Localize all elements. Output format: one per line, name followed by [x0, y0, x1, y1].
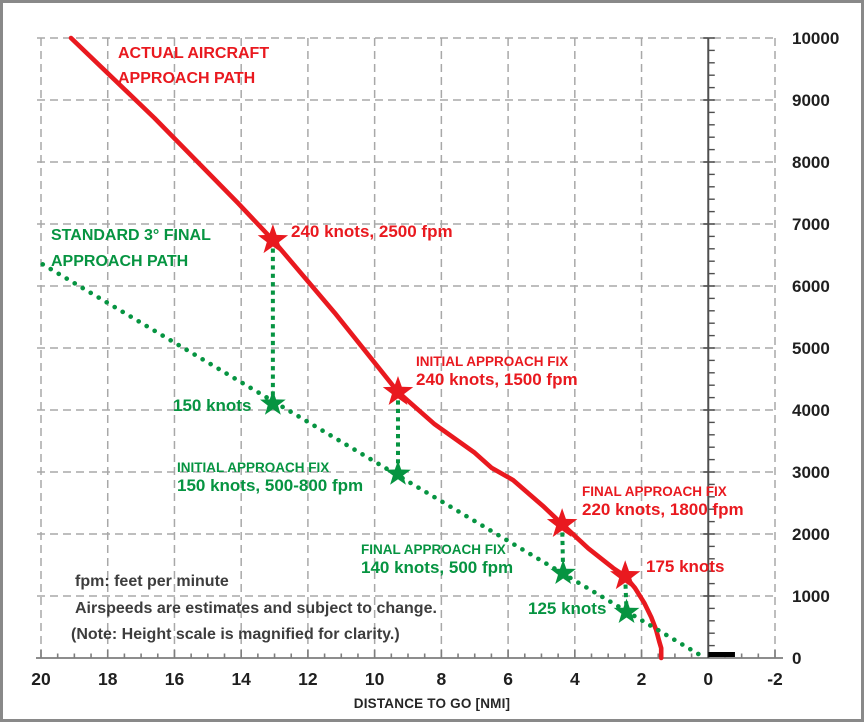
- standard-path-label: STANDARD 3° FINAL APPROACH PATH: [51, 223, 211, 275]
- ann-240-2500-text: 240 knots, 2500 fpm: [291, 222, 453, 241]
- ann-faf-red-text: 220 knots, 1800 fpm: [582, 500, 744, 519]
- green-star-marker: [385, 460, 411, 485]
- red-star-marker: [382, 376, 414, 405]
- x-tick-label: 12: [298, 669, 318, 689]
- ann-175-knots-text: 175 knots: [646, 557, 725, 576]
- ann-iaf-red-text: 240 knots, 1500 fpm: [416, 370, 578, 389]
- y-tick-label: 7000: [792, 215, 830, 234]
- x-tick-label: 4: [570, 669, 580, 689]
- standard-approach-path-line: [40, 261, 703, 658]
- actual-path-label: ACTUAL AIRCRAFT APPROACH PATH: [118, 41, 269, 91]
- x-tick-label: 6: [503, 669, 513, 689]
- standard-path-label-text: APPROACH PATH: [51, 253, 189, 270]
- note-fpm: fpm: feet per minute: [75, 572, 229, 592]
- ann-iaf-green-text: INITIAL APPROACH FIX: [177, 460, 330, 475]
- x-tick-label: 20: [31, 669, 51, 689]
- standard-path-label-text: STANDARD 3° FINAL: [51, 227, 211, 244]
- note-airspeeds-text: Airspeeds are estimates and subject to c…: [75, 600, 437, 617]
- chart-canvas: 20 18 16 14 12 10 8 6 4 2 0 -2100009000800070006000…: [31, 29, 839, 689]
- ann-125-knots: 125 knots: [528, 598, 606, 619]
- red-star-marker: [257, 224, 289, 254]
- ann-iaf-red-text: INITIAL APPROACH FIX: [416, 354, 569, 369]
- y-tick-label: 4000: [792, 401, 830, 420]
- ann-faf-green-text: FINAL APPROACH FIX: [361, 542, 506, 557]
- y-tick-label: 8000: [792, 153, 830, 172]
- x-tick-label: 14: [231, 669, 251, 689]
- ann-faf-red-text: FINAL APPROACH FIX: [582, 484, 727, 499]
- y-tick-label: 9000: [792, 91, 830, 110]
- star-connector-line: [623, 576, 629, 613]
- ann-175-knots: 175 knots: [646, 556, 724, 577]
- x-tick-label: 2: [637, 669, 647, 689]
- x-tick-label: 10: [365, 669, 385, 689]
- note-height-scale: (Note: Height scale is magnified for cla…: [71, 625, 400, 645]
- runway-bar: [708, 652, 735, 657]
- y-tick-label: 1000: [792, 587, 830, 606]
- note-fpm-text: fpm: feet per minute: [75, 573, 229, 590]
- y-tick-label: 5000: [792, 339, 830, 358]
- red-star-marker: [546, 508, 578, 537]
- note-height-scale-text: (Note: Height scale is magnified for cla…: [71, 626, 400, 643]
- y-tick-label: 6000: [792, 277, 830, 296]
- ann-iaf-red: INITIAL APPROACH FIX 240 knots, 1500 fpm: [416, 353, 578, 389]
- green-star-marker: [550, 559, 576, 584]
- note-airspeeds: Airspeeds are estimates and subject to c…: [75, 599, 437, 619]
- ann-150-knots-text: 150 knots: [173, 396, 252, 415]
- y-tick-label: 2000: [792, 525, 830, 544]
- actual-approach-path-line: [68, 35, 664, 661]
- x-tick-label: 16: [165, 669, 185, 689]
- ann-iaf-green-text: 150 knots, 500-800 fpm: [177, 476, 364, 495]
- y-tick-label: 10000: [792, 29, 839, 48]
- ann-iaf-green: INITIAL APPROACH FIX 150 knots, 500-800 f…: [177, 459, 363, 495]
- ann-faf-green: FINAL APPROACH FIX 140 knots, 500 fpm: [361, 541, 513, 577]
- ann-faf-green-text: 140 knots, 500 fpm: [361, 558, 514, 577]
- ann-150-knots: 150 knots: [173, 395, 251, 416]
- x-tick-label: 18: [98, 669, 118, 689]
- x-tick-label: 8: [436, 669, 446, 689]
- ann-faf-red: FINAL APPROACH FIX 220 knots, 1800 fpm: [582, 483, 744, 519]
- green-star-marker: [613, 598, 640, 623]
- x-tick-label: -2: [767, 669, 783, 689]
- actual-path-label-text: APPROACH PATH: [118, 70, 256, 87]
- x-axis-title: DISTANCE TO GO [NMI]: [353, 696, 511, 711]
- ann-125-knots-text: 125 knots: [528, 599, 607, 618]
- x-tick-label: 0: [703, 669, 713, 689]
- actual-path-label-text: ACTUAL AIRCRAFT: [118, 45, 270, 62]
- ann-240-2500: 240 knots, 2500 fpm: [291, 221, 453, 242]
- y-tick-label: 0: [792, 649, 801, 668]
- red-star-marker: [610, 560, 641, 590]
- green-star-marker: [260, 390, 286, 415]
- y-tick-label: 3000: [792, 463, 830, 482]
